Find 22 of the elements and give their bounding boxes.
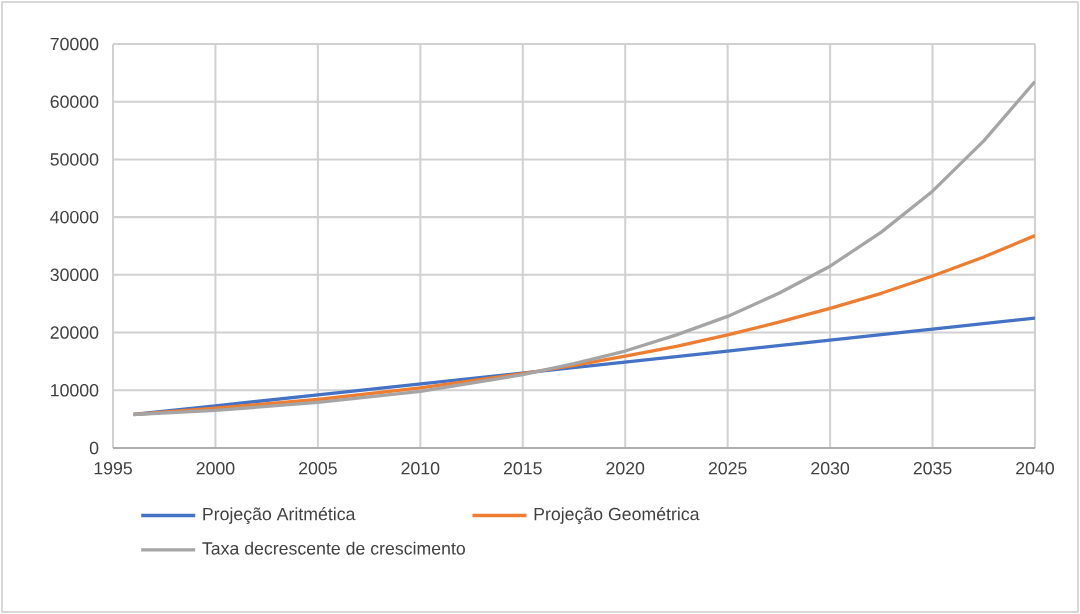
y-tick-label: 60000 [50,95,99,108]
y-tick-label: 70000 [50,37,99,51]
line-series [131,79,1035,417]
y-tick-label: 30000 [50,268,99,282]
y-tick-label: 0 [89,441,99,455]
x-tick-label: 2035 [913,462,952,475]
x-tick-label: 2040 [1016,462,1054,475]
legend-label: Taxa decrescente de crescimento [202,541,465,555]
x-tick-label: 2005 [299,462,337,475]
x-tick-label: 1995 [94,462,132,475]
legend-label: Projeção Geométrica [534,507,700,524]
x-tick-label: 2030 [811,462,850,475]
x-tick-label: 2020 [606,462,645,475]
y-tick-label: 40000 [50,210,99,224]
legend-label: Projeção Aritmética [203,507,356,524]
x-tick-label: 2000 [196,462,235,475]
x-tick-label: 2025 [708,462,747,475]
y-tick-label: 20000 [50,326,99,339]
y-tick-label: 10000 [51,384,99,397]
x-tick-label: 2015 [503,462,542,475]
x-tick-label: 2010 [401,462,440,475]
y-tick-label: 50000 [50,153,99,166]
